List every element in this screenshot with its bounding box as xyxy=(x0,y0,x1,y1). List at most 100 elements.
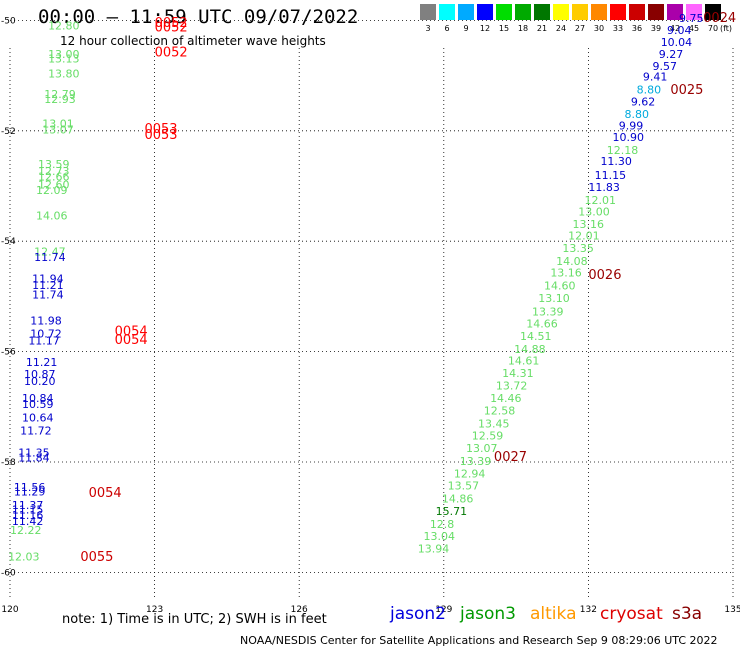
lon-tick-label: 126 xyxy=(291,605,308,615)
wave-height-label: 12.59 xyxy=(472,430,504,443)
footer-credit: NOAA/NESDIS Center for Satellite Applica… xyxy=(240,634,718,647)
wave-height-label: 13.39 xyxy=(532,305,564,318)
scale-swatch xyxy=(705,4,721,20)
pass-time-label: 0054 xyxy=(115,333,148,348)
wave-height-label: 13.80 xyxy=(48,67,80,80)
scale-swatch xyxy=(420,4,436,20)
scale-swatch xyxy=(553,4,569,20)
wave-height-label: 11.74 xyxy=(32,289,64,302)
wave-height-label: 13.00 xyxy=(48,48,80,61)
wave-height-label: 12.93 xyxy=(44,93,76,106)
wave-height-label: 12.03 xyxy=(8,550,40,563)
scale-unit: (ft) xyxy=(720,24,733,33)
scale-swatch xyxy=(686,4,702,20)
wave-height-label: 12.01 xyxy=(568,230,600,243)
scale-label: 6 xyxy=(444,24,450,33)
pass-time-label: 0024 xyxy=(703,11,736,26)
wave-height-label: 11.17 xyxy=(28,335,60,348)
wave-height-label: 13.16 xyxy=(550,267,582,280)
wave-height-label: 13.35 xyxy=(562,242,594,255)
wave-height-label: 9.75 xyxy=(679,12,704,25)
wave-height-label: 14.06 xyxy=(36,209,68,222)
legend-s3a: s3a xyxy=(672,604,703,624)
page-subtitle: 12 hour collection of altimeter wave hei… xyxy=(60,34,326,48)
lon-tick-label: 129 xyxy=(435,605,452,615)
wave-height-label: 13.07 xyxy=(466,442,498,455)
scale-label: 45 xyxy=(688,24,700,33)
wave-height-label: 11.98 xyxy=(30,315,62,328)
scale-swatch xyxy=(477,4,493,20)
lon-tick-label: 120 xyxy=(1,605,18,615)
scale-swatch xyxy=(439,4,455,20)
scale-swatch xyxy=(648,4,664,20)
wave-height-label: 11.16 xyxy=(12,509,44,522)
scale-label: 21 xyxy=(536,24,548,33)
scale-swatch xyxy=(610,4,626,20)
wave-height-label: 12.60 xyxy=(38,178,70,191)
wave-height-label: 10.20 xyxy=(24,375,56,388)
wave-height-label: 14.88 xyxy=(514,343,546,356)
wave-height-label: 9.41 xyxy=(643,71,668,84)
wave-height-label: 11.15 xyxy=(595,169,627,182)
wave-height-label: 10.04 xyxy=(661,36,693,49)
scale-swatch xyxy=(629,4,645,20)
pass-time-label: 0053 xyxy=(144,122,177,137)
wave-height-label: 11.21 xyxy=(32,279,64,292)
wave-height-label: 9.99 xyxy=(619,119,644,132)
pass-time-label: 0027 xyxy=(494,450,527,465)
wave-height-label: 12.79 xyxy=(44,88,76,101)
wave-height-label: 13.57 xyxy=(448,480,480,493)
wave-height-label: 9.04 xyxy=(667,24,692,37)
wave-height-label: 11.74 xyxy=(34,251,66,264)
wave-height-label: 11.56 xyxy=(14,481,46,494)
wave-height-label: 13.39 xyxy=(460,455,492,468)
legend-jason3: jason3 xyxy=(460,604,516,624)
wave-height-label: 9.27 xyxy=(659,48,684,61)
scale-label: 30 xyxy=(593,24,605,33)
wave-height-label: 14.46 xyxy=(490,392,522,405)
lat-tick-label: -52 xyxy=(1,127,16,137)
wave-height-label: 10.72 xyxy=(30,327,62,340)
wave-height-label: 11.84 xyxy=(18,452,50,465)
wave-height-label: 11.42 xyxy=(12,515,44,528)
wave-height-label: 10.64 xyxy=(22,411,54,424)
wave-height-label: 9.62 xyxy=(631,96,656,109)
legend-jason2: jason2 xyxy=(390,604,446,624)
wave-height-label: 13.72 xyxy=(496,379,527,392)
wave-height-label: 11.29 xyxy=(14,485,46,498)
pass-time-label: 0025 xyxy=(670,83,703,98)
wave-height-label: 13.00 xyxy=(578,205,610,218)
lon-tick-label: 132 xyxy=(580,605,597,615)
wave-height-label: 11.83 xyxy=(588,181,620,194)
scale-label: 15 xyxy=(498,24,510,33)
wave-height-label: 14.60 xyxy=(544,279,576,292)
lon-tick-label: 135 xyxy=(724,605,740,615)
pass-time-label: 0055 xyxy=(80,550,113,565)
wave-height-label: 8.80 xyxy=(625,108,650,121)
wave-height-label: 11.37 xyxy=(12,499,44,512)
scale-label: 9 xyxy=(463,24,469,33)
scale-label: 42 xyxy=(669,24,681,33)
lat-tick-label: -56 xyxy=(1,348,16,358)
scale-label: 39 xyxy=(650,24,662,33)
wave-height-label: 14.66 xyxy=(526,317,558,330)
scale-label: 12 xyxy=(479,24,491,33)
wave-height-label: 12.80 xyxy=(48,19,80,32)
wave-height-label: 13.01 xyxy=(42,118,74,131)
scale-label: 36 xyxy=(631,24,643,33)
wave-height-label: 12.58 xyxy=(484,405,516,418)
scale-swatch xyxy=(667,4,683,20)
scale-label: 24 xyxy=(555,24,567,33)
legend-altika: altika xyxy=(530,604,577,624)
wave-height-label: 11.30 xyxy=(600,155,632,168)
legend-cryosat: cryosat xyxy=(600,604,663,624)
wave-height-label: 9.57 xyxy=(653,60,678,73)
wave-height-label: 12.09 xyxy=(36,184,68,197)
wave-height-label: 12.73 xyxy=(38,165,70,178)
wave-height-label: 12.47 xyxy=(34,246,66,259)
wave-height-label: 13.16 xyxy=(572,218,604,231)
pass-time-label: 0052 xyxy=(155,45,188,60)
wave-height-label: 10.90 xyxy=(613,131,645,144)
wave-height-label: 14.86 xyxy=(442,492,474,505)
wave-height-label: 13.10 xyxy=(538,292,570,305)
